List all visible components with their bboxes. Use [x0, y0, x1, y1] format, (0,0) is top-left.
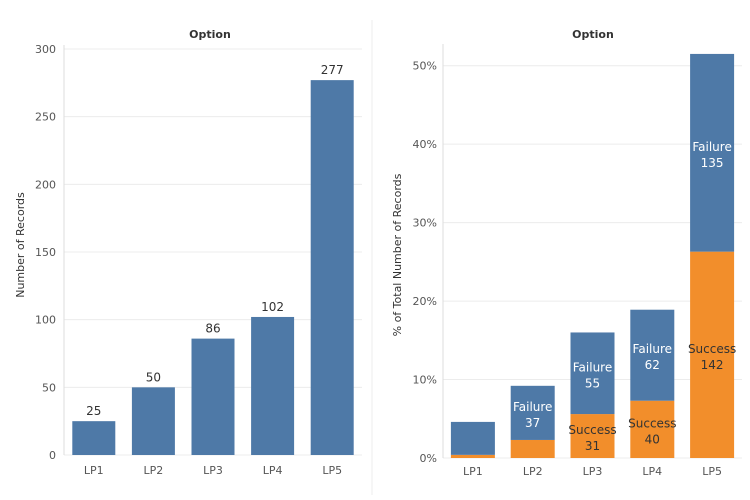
right-bar-lp2-success — [510, 439, 555, 458]
right-bar-lp3-failure — [570, 332, 615, 415]
left-x-ticks: LP1 LP2 LP3 LP4 LP5 — [84, 464, 342, 477]
right-segment-name-label: Success — [628, 416, 676, 430]
left-data-label: 277 — [321, 63, 344, 77]
right-bar-lp2-failure — [510, 385, 555, 440]
right-segment-name-label: Success — [688, 342, 736, 356]
left-y-tick-label: 300 — [35, 43, 56, 56]
right-bars — [450, 53, 735, 458]
right-y-tick-label: 10% — [413, 374, 437, 387]
right-x-tick-label: LP2 — [523, 465, 543, 478]
right-x-ticks: LP1 LP2 LP3 LP4 LP5 — [463, 465, 722, 478]
left-x-tick-label: LP5 — [322, 464, 342, 477]
right-segment-name-label: Failure — [633, 342, 672, 356]
right-segment-count-label: 135 — [701, 156, 724, 170]
left-bar-lp1 — [72, 421, 116, 455]
left-bar-lp4 — [251, 316, 295, 455]
left-y-tick-label: 150 — [35, 246, 56, 259]
right-segment-name-label: Success — [568, 423, 616, 437]
left-x-tick-label: LP1 — [84, 464, 104, 477]
left-chart-title: Option — [189, 28, 231, 41]
right-segment-count-label: 62 — [645, 358, 660, 372]
right-bar-lp5-failure — [690, 53, 735, 252]
left-y-ticks: 0 50 100 150 200 250 300 — [35, 43, 56, 462]
right-y-ticks: 0% 10% 20% 30% 40% 50% — [413, 60, 437, 465]
right-bar-lp5-success — [690, 251, 735, 458]
right-segment-count-label: 37 — [525, 416, 540, 430]
right-chart-title: Option — [572, 28, 614, 41]
right-segment-labels: Failure 37 Success 31 Failure 55 Success 40 Fail… — [513, 140, 736, 453]
right-segment-count-label: 31 — [585, 439, 600, 453]
left-bar-lp2 — [131, 387, 175, 455]
right-segment-name-label: Failure — [573, 360, 612, 374]
left-chart-ylabel: Number of Records — [14, 192, 27, 298]
right-y-tick-label: 30% — [413, 217, 437, 230]
right-segment-count-label: 40 — [645, 432, 660, 446]
left-chart-records: Option Number of Records 050100150200250… — [14, 28, 362, 477]
right-segment-count-label: 55 — [585, 376, 600, 390]
left-x-tick-label: LP2 — [144, 464, 164, 477]
left-y-tick-label: 200 — [35, 178, 56, 191]
right-y-tick-label: 50% — [413, 60, 437, 73]
left-y-tick-label: 250 — [35, 111, 56, 124]
right-segment-name-label: Failure — [692, 140, 731, 154]
right-y-tick-label: 20% — [413, 295, 437, 308]
left-bar-lp5 — [310, 80, 354, 456]
left-x-tick-label: LP4 — [263, 464, 283, 477]
right-bar-lp4-failure — [630, 309, 675, 401]
right-x-tick-label: LP1 — [463, 465, 483, 478]
left-data-labels: 25 50 86 102 277 — [86, 63, 343, 418]
right-x-tick-label: LP3 — [583, 465, 603, 478]
right-y-tick-label: 40% — [413, 138, 437, 151]
right-x-tick-label: LP4 — [642, 465, 662, 478]
right-bar-lp3-success — [570, 414, 615, 458]
right-chart-ylabel: % of Total Number of Records — [391, 173, 404, 336]
left-y-tick-label: 0 — [49, 449, 56, 462]
right-segment-name-label: Failure — [513, 400, 552, 414]
right-bar-lp4-success — [630, 400, 675, 458]
left-data-label: 25 — [86, 404, 101, 418]
left-data-label: 86 — [205, 322, 220, 336]
right-y-tick-label: 0% — [420, 452, 437, 465]
left-data-label: 50 — [146, 370, 161, 384]
left-bars — [72, 80, 354, 456]
right-bar-lp1-success — [450, 454, 495, 458]
left-gridlines — [63, 45, 362, 456]
left-x-tick-label: LP3 — [203, 464, 223, 477]
right-chart-percent: Option % of Total Number of Records 0% 10… — [391, 28, 742, 478]
right-segment-count-label: 142 — [701, 358, 724, 372]
left-y-tick-label: 50 — [42, 381, 56, 394]
left-bar-lp3 — [191, 338, 235, 455]
left-y-tick-label: 100 — [35, 314, 56, 327]
right-x-tick-label: LP5 — [702, 465, 722, 478]
right-bar-lp1-failure — [450, 421, 495, 455]
left-data-label: 102 — [261, 300, 284, 314]
